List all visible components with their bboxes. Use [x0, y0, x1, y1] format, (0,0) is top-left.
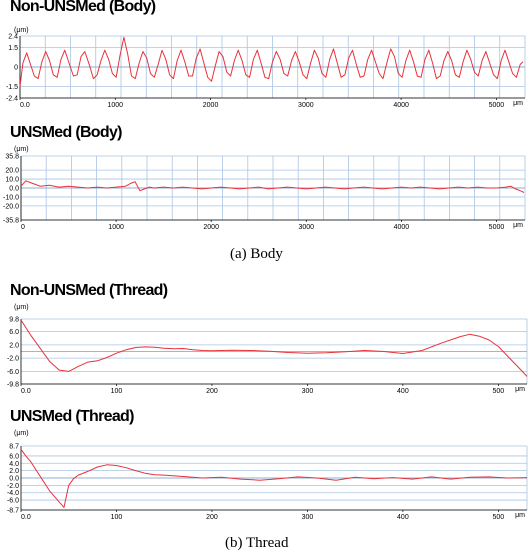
x-tick-label: 5000 [489, 224, 505, 231]
x-tick-label: 2000 [203, 102, 219, 109]
y-tick-label: 6.0 [9, 329, 19, 336]
figure-caption-b: (b) Thread [225, 535, 289, 551]
x-tick-label: 500 [493, 388, 505, 395]
y-unit-label: (μm) [14, 146, 29, 153]
x-tick-label: 3000 [298, 224, 314, 231]
chart-title-thread-unsmed: UNSMed (Thread) [10, 408, 134, 425]
chart-title-body-unsmed: UNSMed (Body) [10, 124, 122, 141]
x-unit-label: μm [513, 222, 523, 229]
x-unit-label: μm [515, 512, 525, 519]
y-tick-label: 4.0 [9, 461, 19, 468]
y-tick-label: -2.0 [7, 483, 19, 490]
chart-title-body-non-unsmed: Non-UNSMed (Body) [10, 0, 156, 15]
x-tick-label: 2000 [203, 224, 219, 231]
x-tick-label: 300 [302, 514, 314, 521]
x-tick-label: 200 [206, 388, 218, 395]
y-tick-label: 20.0 [5, 168, 19, 175]
data-line [19, 36, 524, 87]
x-tick-label: 5000 [489, 102, 505, 109]
x-unit-label: μm [515, 386, 525, 393]
x-tick-label: 100 [111, 388, 123, 395]
x-tick-label: 200 [206, 514, 218, 521]
y-tick-label: -1.5 [6, 84, 18, 91]
y-tick-label: 35.8 [5, 154, 19, 161]
y-unit-label: (μm) [14, 27, 29, 34]
y-tick-label: -2.0 [7, 356, 19, 363]
y-tick-label: -6.0 [7, 369, 19, 376]
x-tick-label: 0.0 [21, 388, 31, 395]
x-tick-label: 0 [21, 224, 25, 231]
y-tick-label: 0.0 [9, 476, 19, 483]
y-tick-label: -10.0 [3, 194, 19, 201]
y-tick-label: 2.0 [9, 342, 19, 349]
y-tick-label: -6.0 [7, 498, 19, 505]
y-tick-label: 2.4 [8, 34, 18, 41]
y-unit-label: (μm) [14, 304, 29, 311]
y-tick-label: -8.7 [7, 508, 19, 515]
x-tick-label: 1000 [108, 224, 124, 231]
y-tick-label: 8.7 [9, 444, 19, 451]
y-tick-label: 0.0 [9, 186, 19, 193]
x-tick-label: 0.0 [20, 102, 30, 109]
y-tick-label: -9.8 [7, 382, 19, 389]
y-tick-label: 10.0 [5, 177, 19, 184]
x-tick-label: 0.0 [21, 514, 31, 521]
y-tick-label: 1.5 [8, 45, 18, 52]
chart-title-thread-non-unsmed: Non-UNSMed (Thread) [10, 282, 168, 299]
data-line [20, 319, 528, 377]
y-tick-label: 6.0 [9, 453, 19, 460]
y-tick-label: -20.0 [3, 203, 19, 210]
y-tick-label: 2.0 [9, 468, 19, 475]
y-tick-label: -2.4 [6, 96, 18, 103]
x-tick-label: 4000 [394, 224, 410, 231]
x-tick-label: 400 [397, 514, 409, 521]
data-line [20, 180, 525, 193]
y-tick-label: -35.8 [3, 218, 19, 225]
y-tick-label: 9.8 [9, 317, 19, 324]
x-tick-label: 100 [111, 514, 123, 521]
y-tick-label: 0 [14, 65, 18, 72]
x-tick-label: 1000 [107, 102, 123, 109]
y-unit-label: (μm) [14, 430, 29, 437]
x-tick-label: 300 [302, 388, 314, 395]
figure-caption-a: (a) Body [230, 246, 283, 262]
x-tick-label: 400 [397, 388, 409, 395]
x-unit-label: μm [513, 100, 523, 107]
y-tick-label: -4.0 [7, 490, 19, 497]
x-tick-label: 4000 [393, 102, 409, 109]
data-line [20, 449, 528, 508]
x-tick-label: 3000 [298, 102, 314, 109]
x-tick-label: 500 [493, 514, 505, 521]
